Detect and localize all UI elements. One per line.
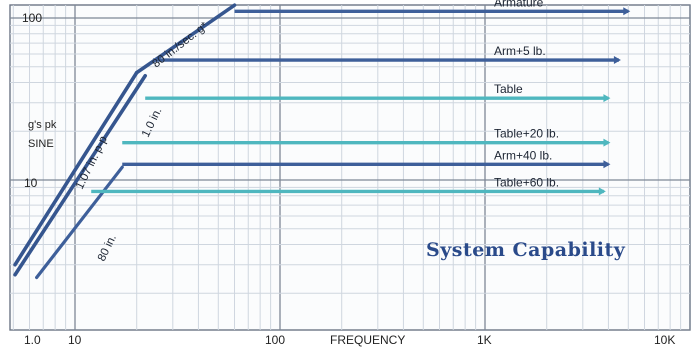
x-tick-100: 100 <box>265 333 285 347</box>
series-label: Arm+40 lb. <box>494 148 552 162</box>
x-tick-1: 1.0 <box>24 333 41 347</box>
y-tick-10: 10 <box>24 176 38 190</box>
series-arrow <box>598 187 606 196</box>
series-label: Armature <box>494 0 544 9</box>
y-tick-100: 100 <box>22 11 42 25</box>
chart-title: System Capability <box>426 239 626 261</box>
series-label: Table+60 lb. <box>494 175 559 189</box>
x-tick-1k: 1K <box>477 333 492 347</box>
y-axis-label: g's pk <box>28 119 57 131</box>
series-label: Table+20 lb. <box>494 127 559 141</box>
x-tick-10: 10 <box>68 333 82 347</box>
series-arrow <box>603 160 611 169</box>
displacement-line <box>13 73 147 277</box>
series-arrow <box>603 138 611 147</box>
x-axis-label: FREQUENCY <box>330 333 405 347</box>
chart-labels: 1.0 10 100 1K 10K FREQUENCY 100 10 g's p… <box>22 11 675 347</box>
series-arrow <box>623 7 631 16</box>
series-arrow <box>613 56 621 65</box>
x-tick-10k: 10K <box>654 333 675 347</box>
grid <box>9 4 691 331</box>
y-axis-label-2: SINE <box>28 138 54 150</box>
series-label: Table <box>494 82 523 96</box>
series-arrow <box>603 94 611 103</box>
displacement-line <box>13 70 139 267</box>
series-label: Arm+5 lb. <box>494 44 546 58</box>
displacement-line <box>35 165 124 280</box>
